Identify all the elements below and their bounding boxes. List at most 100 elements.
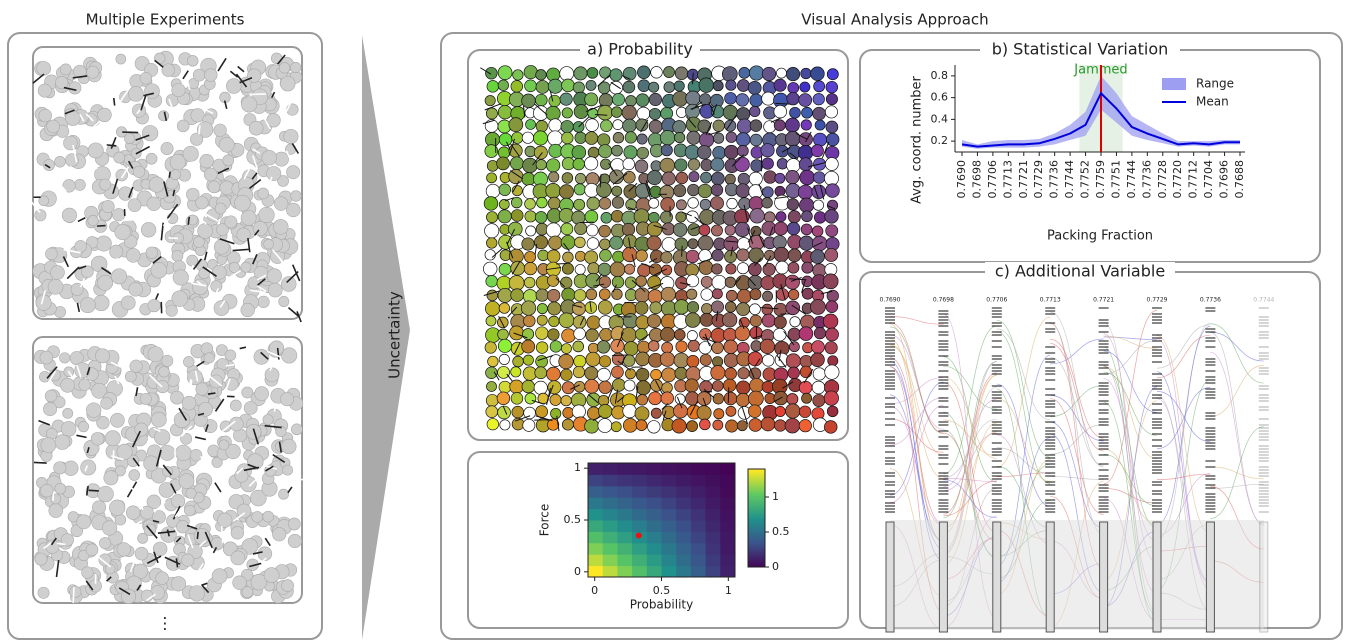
particle (651, 66, 663, 78)
flow (890, 324, 943, 543)
particle (676, 200, 686, 210)
particle (750, 209, 764, 223)
particle (525, 393, 536, 404)
particle (573, 158, 585, 170)
particle (725, 225, 735, 235)
x-tick-label: 0.7736 (1048, 160, 1061, 199)
x-tick-label: 0.7704 (1202, 160, 1215, 199)
particle (762, 158, 774, 170)
particle (777, 158, 788, 169)
particle (511, 197, 522, 208)
particle (96, 236, 111, 251)
particle (117, 543, 131, 557)
particle (637, 147, 649, 159)
particle (162, 355, 173, 366)
flow (997, 399, 1050, 482)
particle (787, 92, 800, 105)
point (636, 533, 642, 539)
particle (647, 170, 661, 184)
particle (212, 569, 227, 584)
force-chain (141, 270, 144, 281)
particle (264, 568, 279, 583)
particle (587, 197, 600, 210)
particle (69, 82, 81, 94)
force-chain (556, 264, 566, 265)
flow (943, 399, 996, 486)
particle (674, 353, 689, 368)
particle (788, 249, 801, 262)
particle (826, 81, 838, 93)
heat-cell (662, 509, 677, 521)
particle (661, 287, 675, 301)
particle (485, 342, 496, 353)
particle (674, 81, 684, 91)
particle (483, 262, 497, 276)
flow (997, 473, 1050, 477)
particle (523, 315, 535, 327)
particle (776, 261, 789, 274)
particle (711, 197, 724, 210)
particle (724, 145, 738, 159)
particle (572, 145, 586, 159)
particle (598, 404, 612, 418)
particle (790, 107, 801, 118)
particle (635, 407, 649, 421)
flow (890, 323, 943, 433)
particle (159, 367, 170, 378)
particle (574, 328, 586, 340)
particle (624, 146, 637, 159)
particle (585, 93, 598, 106)
particle (126, 506, 140, 520)
particle (500, 420, 510, 430)
particle (651, 369, 662, 380)
particle (701, 276, 712, 287)
particle (621, 327, 636, 342)
force-chain (156, 293, 159, 299)
particle (86, 544, 98, 556)
particle (737, 381, 751, 395)
particle (826, 184, 840, 198)
particle (635, 328, 647, 340)
particle (287, 104, 299, 116)
particle (711, 365, 725, 379)
particle (272, 528, 285, 541)
particle (225, 350, 236, 361)
particle (649, 392, 662, 405)
particle (172, 250, 183, 261)
particle (676, 172, 688, 184)
particle (676, 341, 687, 352)
particle (115, 514, 126, 525)
particle (775, 173, 785, 183)
particle (788, 367, 800, 379)
particle (687, 131, 700, 144)
particle (662, 237, 676, 251)
particle (688, 198, 699, 209)
particle (687, 331, 697, 341)
particle (726, 80, 736, 90)
particle (573, 82, 584, 93)
y-tick-label: 1 (574, 461, 581, 474)
particle (786, 170, 799, 183)
particle (787, 222, 800, 235)
particle (749, 304, 760, 315)
particle (597, 368, 610, 381)
particle (724, 251, 736, 263)
particle (786, 404, 801, 419)
particle (534, 146, 547, 159)
particle (587, 224, 599, 236)
particle (288, 534, 301, 547)
particle (64, 136, 78, 150)
particle (749, 248, 764, 263)
flow (1210, 332, 1263, 525)
particle (549, 119, 562, 132)
particle (762, 381, 774, 393)
particle (511, 367, 521, 377)
particle (799, 327, 813, 341)
particle (45, 390, 57, 402)
x-tick-label: 0.7720 (1171, 160, 1184, 199)
particle (562, 288, 575, 301)
particle (499, 184, 511, 196)
particle (714, 409, 724, 419)
particle (235, 469, 248, 482)
force-chain (43, 518, 54, 519)
